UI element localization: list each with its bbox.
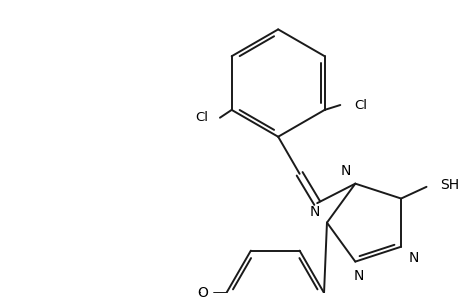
Text: N: N <box>408 250 419 265</box>
Text: SH: SH <box>439 178 458 192</box>
Text: O: O <box>196 286 207 300</box>
Text: N: N <box>353 269 364 284</box>
Text: Cl: Cl <box>353 98 366 112</box>
Text: N: N <box>309 205 320 219</box>
Text: N: N <box>340 164 351 178</box>
Text: Cl: Cl <box>195 111 208 124</box>
